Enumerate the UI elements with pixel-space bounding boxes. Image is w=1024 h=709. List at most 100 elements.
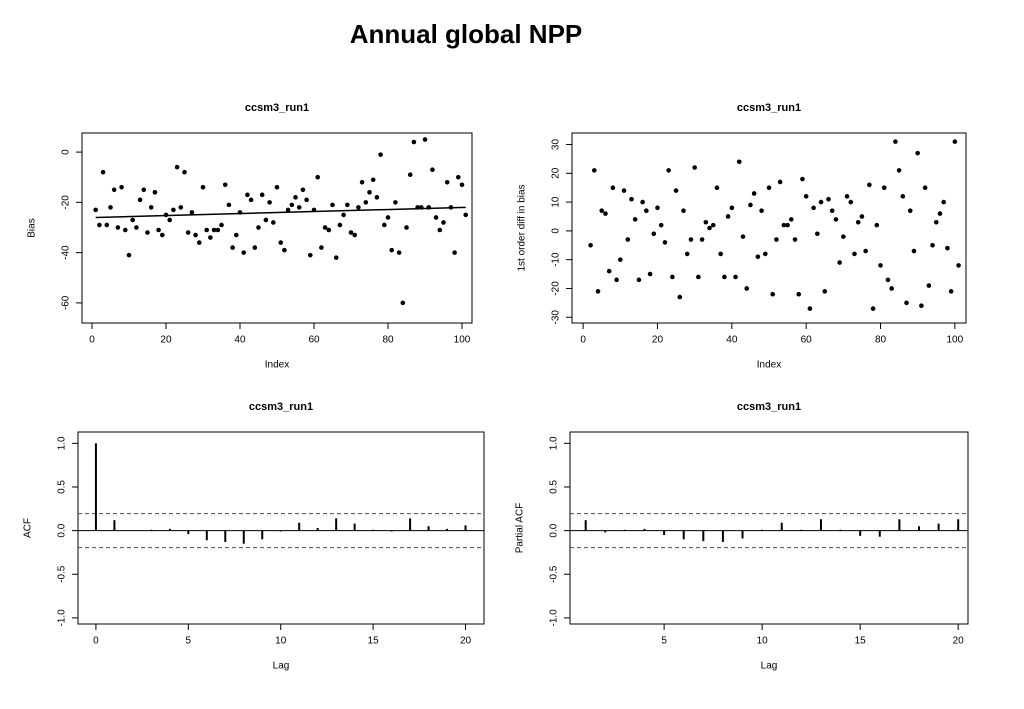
point [119, 184, 124, 190]
panel-title: ccsm3_run1 [245, 102, 309, 114]
y-tick-label: -30 [551, 310, 562, 325]
point [785, 222, 790, 228]
point [300, 187, 306, 193]
point [152, 190, 158, 195]
point [878, 263, 883, 268]
x-tick-label: 0 [93, 636, 99, 647]
point [145, 230, 150, 235]
y-tick-label: -40 [61, 245, 72, 260]
point [621, 188, 627, 193]
point [748, 202, 753, 208]
point [714, 185, 720, 190]
point [189, 210, 195, 215]
plot-frame [77, 431, 485, 625]
point [703, 219, 709, 225]
point [688, 237, 694, 242]
point [422, 137, 428, 142]
point [699, 237, 705, 242]
x-tick-label: 20 [460, 636, 472, 647]
point [588, 242, 593, 248]
point [304, 197, 309, 203]
point [171, 207, 176, 213]
x-tick-label: 100 [947, 335, 964, 346]
point [333, 255, 339, 260]
point [852, 251, 857, 257]
point [896, 168, 902, 173]
point [870, 306, 876, 311]
point [592, 168, 597, 173]
point [452, 250, 457, 255]
point [108, 205, 113, 210]
point [807, 306, 813, 311]
point [904, 300, 909, 306]
y-tick-label: 0.5 [549, 480, 560, 494]
point [937, 211, 943, 216]
x-tick-label: 10 [275, 636, 287, 647]
panel-title: ccsm3_run1 [737, 102, 801, 114]
point [319, 245, 324, 250]
point [374, 195, 380, 200]
point [811, 205, 816, 211]
point [441, 220, 446, 225]
point [211, 227, 217, 233]
x-tick-label: 80 [875, 335, 887, 346]
point [874, 222, 880, 228]
x-axis-label: Index [265, 360, 289, 371]
y-tick-label: 0 [61, 149, 72, 155]
point [193, 232, 198, 238]
point [245, 192, 250, 198]
point [341, 212, 346, 218]
point [337, 222, 343, 228]
point [684, 251, 690, 257]
point [115, 225, 121, 230]
point [618, 257, 623, 262]
point [725, 214, 731, 219]
point [651, 231, 657, 237]
point [282, 247, 287, 253]
point [148, 205, 154, 210]
point [289, 202, 295, 208]
point [219, 222, 224, 228]
point [632, 217, 638, 222]
point [196, 240, 202, 245]
point [789, 217, 794, 222]
point [126, 252, 132, 258]
x-tick-label: 40 [726, 335, 738, 346]
point [911, 248, 917, 254]
point [352, 232, 358, 238]
point [444, 179, 450, 185]
point [673, 188, 679, 193]
point [137, 197, 143, 203]
point [200, 184, 206, 190]
point [370, 177, 376, 183]
y-tick-label: 30 [551, 139, 562, 151]
point [348, 230, 354, 235]
x-tick-label: 10 [757, 636, 769, 647]
point [359, 179, 365, 185]
x-tick-label: 5 [186, 636, 192, 647]
point [640, 199, 645, 205]
point [130, 217, 135, 223]
panel-title: ccsm3_run1 [737, 401, 801, 413]
point [278, 240, 284, 245]
point [389, 247, 395, 253]
y-tick-label: -1.0 [57, 609, 68, 627]
point [777, 179, 783, 185]
point [952, 139, 958, 144]
figure-title: Annual global NPP [350, 19, 583, 49]
point [945, 245, 950, 251]
point [252, 245, 258, 250]
point [296, 205, 302, 210]
point [818, 199, 824, 205]
point [781, 222, 787, 228]
x-axis-label: Lag [273, 661, 290, 672]
x-tick-label: 40 [234, 335, 246, 346]
point [230, 245, 235, 250]
point [681, 208, 686, 214]
point [881, 185, 887, 190]
point [755, 254, 761, 260]
point [382, 222, 387, 228]
point [629, 196, 634, 202]
point [285, 207, 291, 213]
y-tick-label: 0.0 [57, 523, 68, 537]
